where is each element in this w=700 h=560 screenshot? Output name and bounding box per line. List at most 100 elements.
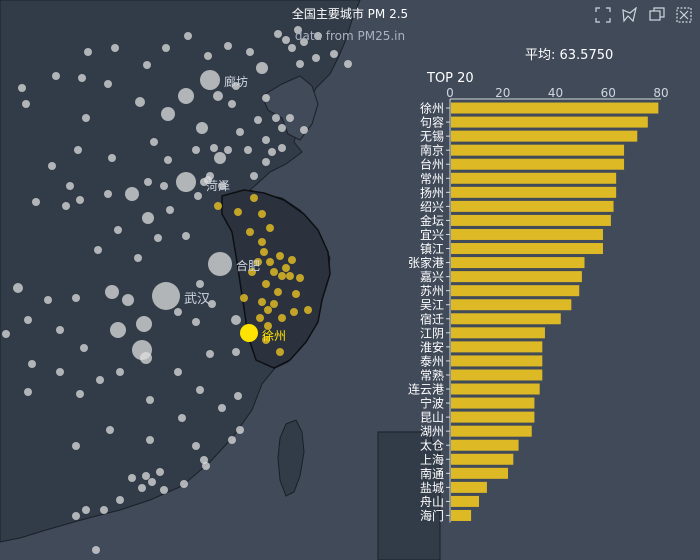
city-point[interactable] — [66, 182, 74, 190]
zoom-button[interactable] — [593, 6, 613, 24]
city-point[interactable] — [162, 44, 170, 52]
city-point[interactable] — [213, 91, 223, 101]
city-point[interactable] — [288, 44, 296, 52]
city-point[interactable] — [142, 472, 150, 480]
city-point[interactable] — [161, 107, 175, 121]
city-point[interactable] — [160, 182, 168, 190]
city-point[interactable] — [196, 280, 204, 288]
city-point[interactable] — [108, 154, 116, 162]
city-point[interactable] — [2, 330, 10, 338]
bar[interactable] — [451, 369, 543, 381]
clear-select-button[interactable] — [674, 6, 694, 24]
city-point[interactable] — [182, 232, 190, 240]
city-point-selected[interactable] — [262, 280, 270, 288]
city-point[interactable] — [146, 436, 154, 444]
bar[interactable] — [451, 355, 543, 367]
bar[interactable] — [451, 481, 487, 493]
city-point[interactable] — [192, 146, 200, 154]
city-point[interactable] — [135, 97, 145, 107]
bar[interactable] — [451, 285, 580, 297]
city-point[interactable] — [106, 426, 114, 434]
city-point[interactable] — [194, 192, 202, 200]
city-point[interactable] — [22, 100, 30, 108]
city-point[interactable] — [256, 62, 268, 74]
city-point[interactable] — [278, 124, 286, 132]
city-point[interactable] — [174, 308, 182, 316]
city-point[interactable] — [312, 54, 320, 62]
city-point[interactable] — [236, 426, 244, 434]
city-point[interactable] — [278, 144, 286, 152]
city-point-selected[interactable] — [278, 272, 286, 280]
city-point[interactable] — [125, 187, 139, 201]
city-point[interactable] — [184, 32, 192, 40]
bar[interactable] — [451, 313, 561, 325]
city-point[interactable] — [202, 462, 210, 470]
city-point[interactable] — [138, 484, 146, 492]
city-point[interactable] — [156, 468, 164, 476]
city-point[interactable] — [146, 396, 154, 404]
city-point[interactable] — [268, 148, 276, 156]
city-point[interactable] — [232, 348, 240, 356]
bar[interactable] — [451, 214, 611, 226]
city-point[interactable] — [180, 480, 188, 488]
city-point-selected[interactable] — [290, 308, 298, 316]
lasso-button[interactable] — [620, 6, 640, 24]
city-point[interactable] — [18, 84, 26, 92]
city-point[interactable] — [224, 42, 232, 50]
city-point[interactable] — [224, 146, 232, 154]
city-point[interactable] — [82, 114, 90, 122]
city-point[interactable] — [134, 254, 142, 262]
city-point-selected[interactable] — [270, 268, 278, 276]
city-point[interactable] — [148, 478, 156, 486]
city-point[interactable] — [164, 156, 172, 164]
city-point-selected[interactable] — [234, 208, 242, 216]
city-point-selected[interactable] — [262, 336, 270, 344]
city-point[interactable] — [344, 60, 352, 68]
city-point-selected[interactable] — [258, 298, 266, 306]
city-point-highlight-xuzhou[interactable] — [240, 324, 258, 342]
city-point[interactable] — [76, 196, 84, 204]
city-point-selected[interactable] — [264, 306, 272, 314]
bar[interactable] — [451, 495, 480, 507]
city-point[interactable] — [254, 116, 262, 124]
city-point[interactable] — [150, 138, 158, 146]
city-point[interactable] — [228, 100, 236, 108]
city-point[interactable] — [210, 144, 218, 152]
bar[interactable] — [451, 200, 614, 212]
city-point[interactable] — [128, 474, 136, 482]
city-point[interactable] — [200, 178, 208, 186]
city-point[interactable] — [272, 114, 280, 122]
city-point[interactable] — [296, 60, 304, 68]
city-point-selected[interactable] — [248, 268, 256, 276]
city-point[interactable] — [208, 252, 232, 276]
city-point[interactable] — [286, 114, 294, 122]
city-point-selected[interactable] — [304, 306, 312, 314]
city-point[interactable] — [76, 390, 84, 398]
city-point[interactable] — [80, 344, 88, 352]
city-point[interactable] — [228, 436, 236, 444]
city-point[interactable] — [204, 52, 212, 60]
city-point[interactable] — [250, 172, 258, 180]
city-point[interactable] — [82, 506, 90, 514]
city-point-selected[interactable] — [296, 274, 304, 282]
city-point[interactable] — [56, 368, 64, 376]
city-point[interactable] — [154, 234, 162, 242]
city-point[interactable] — [74, 146, 82, 154]
bar[interactable] — [451, 228, 603, 240]
city-point[interactable] — [136, 316, 152, 332]
city-point-selected[interactable] — [276, 252, 284, 260]
city-point[interactable] — [234, 392, 242, 400]
city-point[interactable] — [96, 376, 104, 384]
city-point[interactable] — [262, 94, 270, 102]
city-point-selected[interactable] — [258, 210, 266, 218]
city-point-selected[interactable] — [282, 264, 290, 272]
city-point[interactable] — [218, 404, 226, 412]
bar[interactable] — [451, 509, 472, 521]
city-point[interactable] — [140, 352, 152, 364]
bar[interactable] — [451, 439, 519, 451]
city-point[interactable] — [48, 162, 56, 170]
city-point[interactable] — [196, 122, 208, 134]
bar[interactable] — [451, 144, 625, 156]
city-point[interactable] — [166, 206, 174, 214]
city-point[interactable] — [300, 38, 308, 46]
